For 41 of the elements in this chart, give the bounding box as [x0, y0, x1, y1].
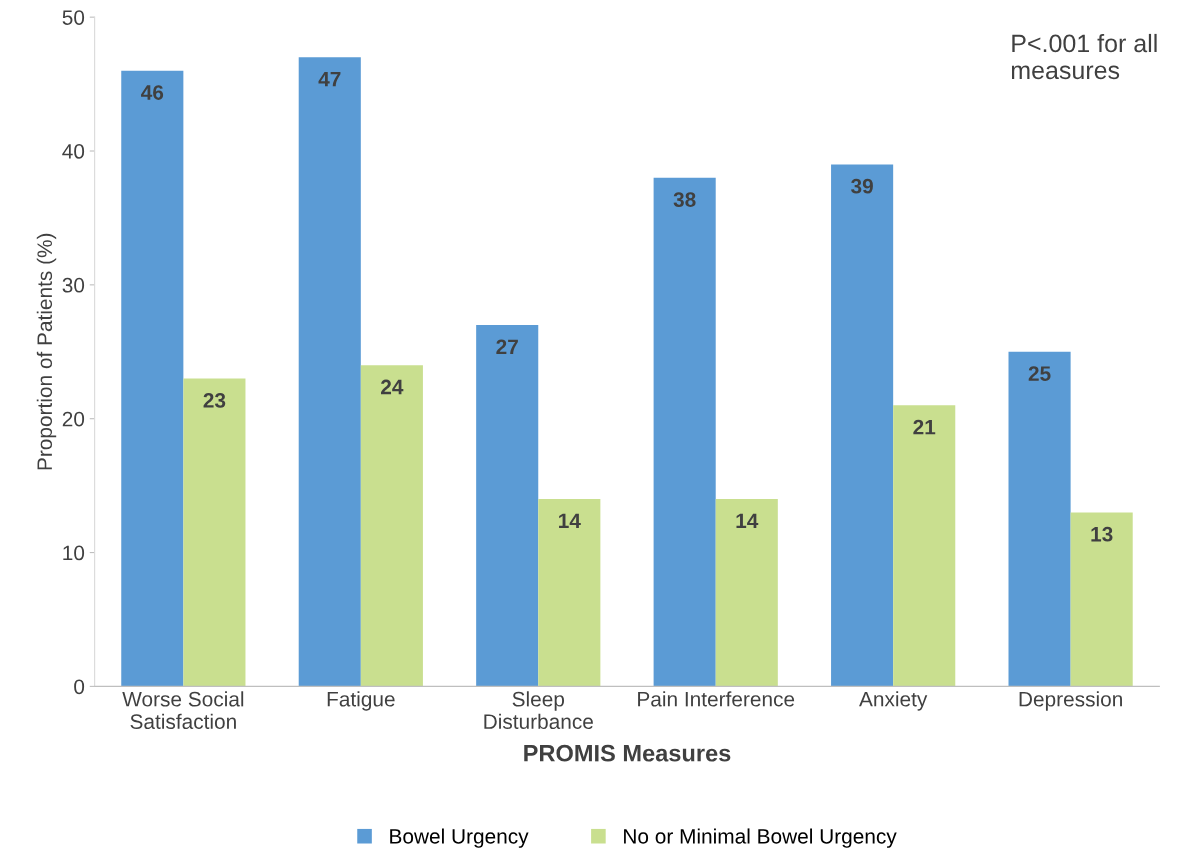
data-label: 21	[913, 419, 936, 435]
y-tick-label: 0	[74, 679, 85, 695]
bar	[121, 70, 184, 687]
data-label: 14	[736, 513, 759, 528]
data-label: 13	[1091, 526, 1113, 542]
bar	[1008, 351, 1071, 687]
x-tick-label: Fatigue	[327, 691, 395, 711]
data-label: 25	[1028, 366, 1051, 381]
data-label: 27	[496, 339, 518, 354]
x-tick-label: Worse Social Satisfaction	[122, 691, 244, 729]
legend-label: No or Minimal Bowel Urgency	[624, 828, 897, 848]
bar	[653, 177, 716, 687]
bar	[1070, 512, 1133, 687]
y-tick-label: 50	[62, 10, 85, 25]
x-tick-label: Pain Interference	[638, 691, 795, 707]
data-label: 23	[203, 392, 226, 408]
y-tick-label: 20	[62, 411, 85, 427]
y-axis-title: Proportion of Patients (%)	[36, 233, 57, 470]
y-tick-label: 30	[62, 277, 85, 293]
y-tick-label: 10	[63, 545, 85, 561]
y-tick-label: 40	[62, 144, 85, 159]
x-tick-label: Depression	[1019, 691, 1122, 711]
data-label: 47	[318, 71, 341, 87]
data-label: 38	[673, 192, 696, 207]
data-label: 14	[559, 513, 581, 528]
data-label: 24	[381, 379, 404, 395]
data-label: 46	[141, 85, 164, 100]
bar	[831, 164, 894, 687]
bar	[298, 57, 361, 687]
x-tick-label: Anxiety	[859, 691, 928, 711]
bar	[360, 365, 423, 687]
annotation: P<.001 for all measures	[1011, 33, 1157, 80]
x-axis-title: PROMIS Measures	[524, 744, 731, 762]
x-tick-label: Sleep Disturbance	[484, 691, 593, 729]
bar	[538, 499, 601, 687]
bar	[715, 499, 778, 687]
bar	[183, 378, 246, 687]
bar	[893, 405, 956, 687]
data-label: 39	[851, 178, 873, 194]
bar	[476, 325, 539, 687]
legend-label: Bowel Urgency	[390, 828, 529, 848]
